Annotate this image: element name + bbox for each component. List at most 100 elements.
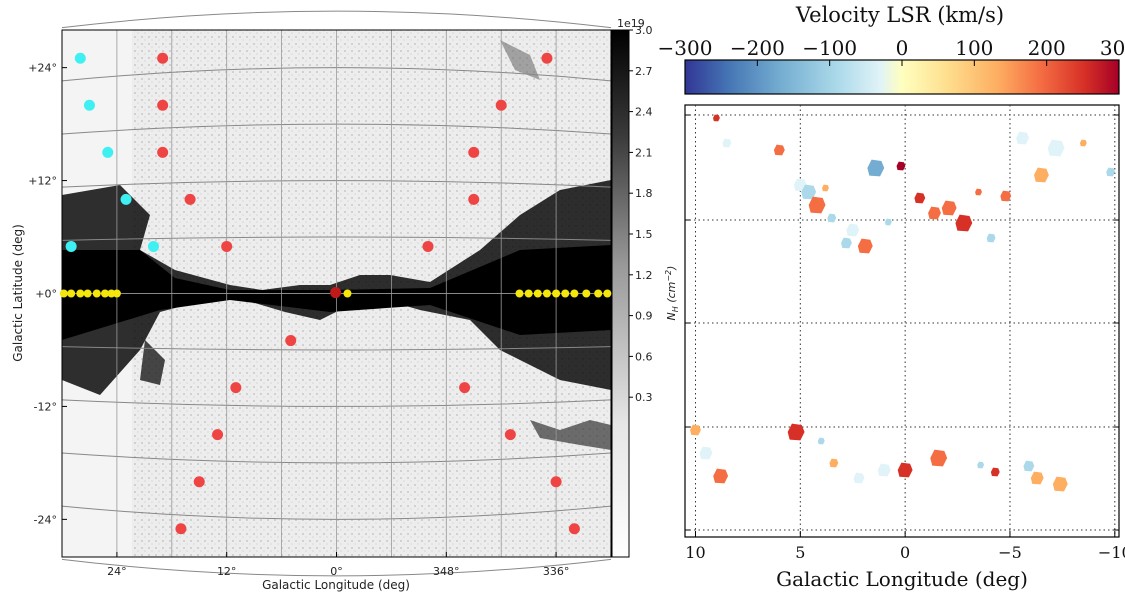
left-data-point	[83, 289, 92, 298]
right-x-ticks: 10 5 0 −5 −10	[685, 531, 1125, 562]
left-data-point	[65, 240, 77, 252]
left-data-point	[120, 193, 132, 205]
left-data-point	[74, 52, 86, 64]
velocity-cloud	[867, 159, 885, 177]
velocity-cloud	[990, 467, 1000, 477]
velocity-colorbar-tick-label: −300	[658, 36, 713, 60]
right-x-tick-label: 5	[795, 543, 805, 562]
nh-colorbar-tick-label: 0.9	[635, 310, 653, 323]
left-data-point	[148, 240, 159, 252]
left-data-point	[570, 289, 579, 298]
left-y-tick-label: +12°	[28, 175, 57, 188]
left-data-point	[230, 382, 242, 394]
left-data-point	[92, 289, 101, 298]
velocity-cloud	[975, 188, 982, 196]
left-data-point	[515, 289, 524, 298]
velocity-cloud	[896, 161, 906, 171]
nh-colorbar-label: NH (cm−2)	[664, 266, 680, 321]
velocity-cloud	[1079, 139, 1087, 147]
left-data-point	[594, 289, 603, 298]
velocity-colorbar-tick-label: 200	[1028, 36, 1066, 60]
nh-colorbar-scale: 1e19	[617, 17, 645, 30]
left-data-point	[468, 146, 480, 158]
left-data-point	[541, 52, 553, 64]
velocity-cloud	[801, 184, 817, 200]
left-data-point	[495, 99, 507, 111]
velocity-cloud	[986, 233, 996, 243]
velocity-cloud	[1000, 190, 1012, 202]
left-x-axis-label: Galactic Longitude (deg)	[262, 578, 410, 592]
left-points	[59, 52, 612, 535]
nh-colorbar-tick-label: 2.7	[635, 65, 653, 78]
left-data-point	[542, 289, 551, 298]
left-data-point	[468, 193, 480, 205]
left-y-axis-label: Galactic Latitude (deg)	[11, 224, 25, 362]
left-data-point	[157, 99, 169, 111]
nh-colorbar-tick-label: 1.2	[635, 269, 653, 282]
nh-colorbar-ticks: 3.0 2.7 2.4 2.1 1.8 1.5 1.2 0.9 0.6 0.3	[629, 24, 653, 404]
velocity-colorbar-title: Velocity LSR (km/s)	[795, 3, 1004, 27]
right-clouds	[690, 114, 1116, 492]
left-x-tick-label: 0°	[330, 565, 343, 578]
left-x-tick-label: 348°	[433, 565, 460, 578]
nh-colorbar-tick-label: 0.6	[635, 350, 653, 363]
left-data-point	[102, 146, 114, 158]
left-lat-grid-line	[61, 558, 612, 577]
nh-colorbar-tick-label: 0.3	[635, 391, 653, 404]
left-data-point	[422, 240, 434, 252]
left-x-tick-label: 336°	[543, 565, 570, 578]
velocity-cloud	[713, 114, 720, 122]
left-data-point	[552, 289, 561, 298]
left-data-point	[568, 523, 580, 535]
left-data-point	[67, 289, 76, 298]
left-y-tick-label: -24°	[34, 513, 57, 526]
nh-label-symbol: N	[665, 312, 678, 320]
left-data-point	[533, 289, 542, 298]
velocity-cloud	[808, 196, 826, 214]
left-x-tick-label: 24°	[107, 565, 127, 578]
left-data-point	[285, 335, 297, 347]
left-x-tick-label: 12°	[217, 565, 237, 578]
velocity-cloud	[787, 423, 805, 441]
velocity-cloud	[941, 200, 957, 216]
left-data-point	[330, 287, 342, 299]
right-x-tick-label: −5	[998, 543, 1022, 562]
left-data-point	[112, 289, 121, 298]
velocity-cloud	[841, 237, 852, 249]
nh-colorbar-tick-label: 2.4	[635, 106, 653, 119]
left-data-point	[212, 429, 224, 441]
velocity-cloud	[928, 206, 941, 220]
right-x-axis-label: Galactic Longitude (deg)	[776, 567, 1028, 591]
velocity-colorbar-tick-label: 100	[955, 36, 993, 60]
left-grid	[61, 10, 612, 577]
velocity-colorbar-tick-label: 300	[1100, 36, 1125, 60]
left-data-point	[101, 289, 110, 298]
velocity-colorbar-tick-label: −100	[802, 36, 857, 60]
velocity-cloud	[977, 461, 985, 469]
left-data-point	[603, 289, 612, 298]
velocity-cloud	[1052, 476, 1068, 492]
velocity-cloud	[1030, 471, 1044, 485]
left-data-point	[76, 289, 85, 298]
right-x-tick-label: 10	[685, 543, 705, 562]
right-panel: Velocity LSR (km/s) −300 −200 −100 0 100 200 3…	[658, 3, 1125, 591]
velocity-cloud	[877, 463, 891, 477]
left-panel: 24° 12° 0° 348° 336° +24° +12° +0° -12° -24° Gala…	[11, 10, 612, 592]
velocity-cloud	[690, 424, 701, 436]
nh-colorbar-tick-label: 1.5	[635, 228, 653, 241]
velocity-cloud	[722, 138, 732, 148]
velocity-cloud	[914, 192, 926, 204]
left-data-point	[83, 99, 95, 111]
velocity-cloud	[857, 238, 873, 254]
nh-colorbar-tick-label: 3.0	[635, 24, 653, 37]
velocity-cloud	[1047, 139, 1065, 157]
right-x-tick-label: −10	[1098, 543, 1125, 562]
left-y-tick-label: +0°	[35, 288, 57, 301]
velocity-cloud	[1023, 460, 1035, 472]
velocity-cloud	[930, 449, 948, 467]
velocity-cloud	[699, 446, 713, 460]
velocity-cloud	[1034, 167, 1049, 183]
left-data-point	[459, 382, 471, 394]
velocity-cloud	[817, 437, 825, 445]
